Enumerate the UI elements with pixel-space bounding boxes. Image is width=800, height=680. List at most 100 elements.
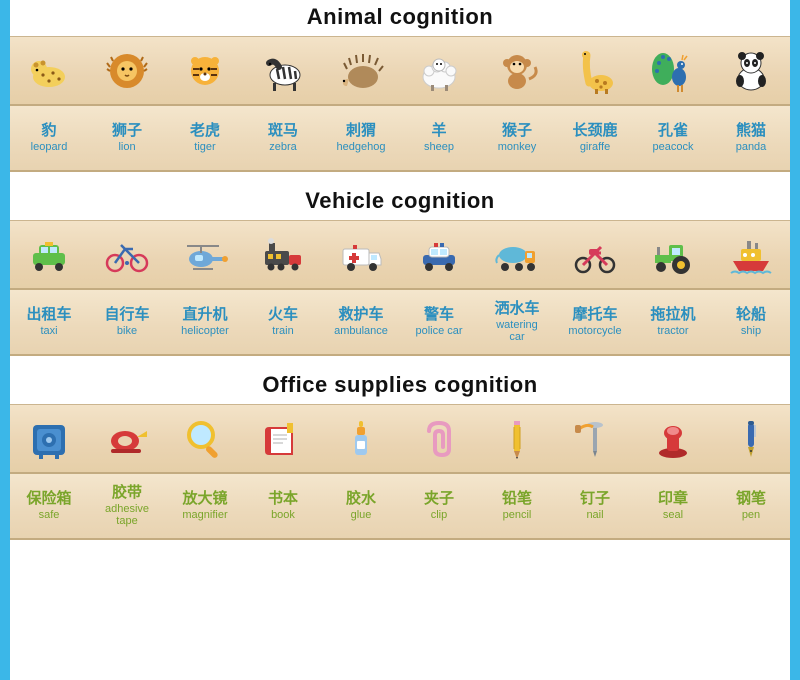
cognition-card-frame: Animal cognition 豹leopard 狮子lion 老虎tiger… xyxy=(0,0,800,680)
en-label: police car xyxy=(415,325,462,337)
icon-cell xyxy=(166,37,244,104)
train-icon xyxy=(259,231,307,279)
en-label: panda xyxy=(736,141,767,153)
pen-icon xyxy=(727,415,775,463)
label-cell: 摩托车motorcycle xyxy=(556,290,634,354)
cn-label: 刺猬 xyxy=(346,123,376,140)
bike-icon xyxy=(103,231,151,279)
en-label: wateringcar xyxy=(496,319,538,343)
en-label: pencil xyxy=(503,509,532,521)
cn-label: 警车 xyxy=(424,307,454,324)
tractor-icon xyxy=(649,231,697,279)
en-label: helicopter xyxy=(181,325,229,337)
cn-label: 熊猫 xyxy=(736,123,766,140)
label-cell: 孔雀peacock xyxy=(634,106,712,170)
icon-cell xyxy=(634,405,712,472)
label-cell: 警车police car xyxy=(400,290,478,354)
label-cell: 刺猬hedgehog xyxy=(322,106,400,170)
cn-label: 斑马 xyxy=(268,123,298,140)
tape-icon xyxy=(103,415,151,463)
cn-label: 狮子 xyxy=(112,123,142,140)
cn-label: 羊 xyxy=(431,123,446,140)
cn-label: 火车 xyxy=(268,307,298,324)
cn-label: 胶水 xyxy=(346,491,376,508)
policecar-icon xyxy=(415,231,463,279)
icon-cell xyxy=(478,37,556,104)
en-label: magnifier xyxy=(182,509,227,521)
icon-cell xyxy=(244,37,322,104)
label-cell: 出租车taxi xyxy=(10,290,88,354)
vehicle-icon-row xyxy=(10,220,790,290)
label-cell: 直升机helicopter xyxy=(166,290,244,354)
en-label: glue xyxy=(351,509,372,521)
en-label: book xyxy=(271,509,295,521)
icon-cell xyxy=(556,221,634,288)
label-cell: 羊sheep xyxy=(400,106,478,170)
label-cell: 保险箱safe xyxy=(10,474,88,538)
icon-cell xyxy=(712,405,790,472)
en-label: monkey xyxy=(498,141,537,153)
icon-cell xyxy=(88,405,166,472)
cn-label: 铅笔 xyxy=(502,491,532,508)
leopard-icon xyxy=(25,47,73,95)
en-label: tractor xyxy=(657,325,688,337)
cn-label: 印章 xyxy=(658,491,688,508)
section-office: Office supplies cognition 保险箱safe 胶带adhe… xyxy=(10,368,790,540)
label-cell: 老虎tiger xyxy=(166,106,244,170)
icon-cell xyxy=(556,405,634,472)
en-label: taxi xyxy=(40,325,57,337)
sheep-icon xyxy=(415,47,463,95)
icon-cell xyxy=(166,405,244,472)
label-cell: 铅笔pencil xyxy=(478,474,556,538)
icon-cell xyxy=(634,221,712,288)
en-label: peacock xyxy=(653,141,694,153)
icon-cell xyxy=(88,37,166,104)
animal-label-row: 豹leopard 狮子lion 老虎tiger 斑马zebra 刺猬hedgeh… xyxy=(10,106,790,172)
en-label: safe xyxy=(39,509,60,521)
icon-cell xyxy=(478,221,556,288)
label-cell: 长颈鹿giraffe xyxy=(556,106,634,170)
label-cell: 狮子lion xyxy=(88,106,166,170)
pencil-icon xyxy=(493,415,541,463)
en-label: leopard xyxy=(31,141,68,153)
label-cell: 火车train xyxy=(244,290,322,354)
panda-icon xyxy=(727,47,775,95)
icon-cell xyxy=(400,405,478,472)
cn-label: 豹 xyxy=(41,123,56,140)
en-label: train xyxy=(272,325,293,337)
icon-cell xyxy=(244,405,322,472)
glue-icon xyxy=(337,415,385,463)
en-label: pen xyxy=(742,509,760,521)
taxi-icon xyxy=(25,231,73,279)
en-label: giraffe xyxy=(580,141,610,153)
cn-label: 书本 xyxy=(268,491,298,508)
cn-label: 钉子 xyxy=(580,491,610,508)
monkey-icon xyxy=(493,47,541,95)
vehicle-label-row: 出租车taxi 自行车bike 直升机helicopter 火车train 救护… xyxy=(10,290,790,356)
en-label: adhesivetape xyxy=(105,503,149,527)
icon-cell xyxy=(166,221,244,288)
label-cell: 猴子monkey xyxy=(478,106,556,170)
wateringcar-icon xyxy=(493,231,541,279)
office-label-row: 保险箱safe 胶带adhesivetape 放大镜magnifier 书本bo… xyxy=(10,474,790,540)
en-label: zebra xyxy=(269,141,297,153)
icon-cell xyxy=(400,221,478,288)
en-label: motorcycle xyxy=(568,325,621,337)
icon-cell xyxy=(322,37,400,104)
label-cell: 放大镜magnifier xyxy=(166,474,244,538)
peacock-icon xyxy=(649,47,697,95)
cn-label: 摩托车 xyxy=(572,307,617,324)
label-cell: 拖拉机tractor xyxy=(634,290,712,354)
helicopter-icon xyxy=(181,231,229,279)
icon-cell xyxy=(10,221,88,288)
label-cell: 轮船ship xyxy=(712,290,790,354)
icon-cell xyxy=(712,37,790,104)
icon-cell xyxy=(10,405,88,472)
office-icon-row xyxy=(10,404,790,474)
section-title-vehicle: Vehicle cognition xyxy=(305,188,494,214)
tiger-icon xyxy=(181,47,229,95)
cn-label: 直升机 xyxy=(182,307,227,324)
cn-label: 洒水车 xyxy=(494,301,539,318)
icon-cell xyxy=(322,221,400,288)
en-label: sheep xyxy=(424,141,454,153)
